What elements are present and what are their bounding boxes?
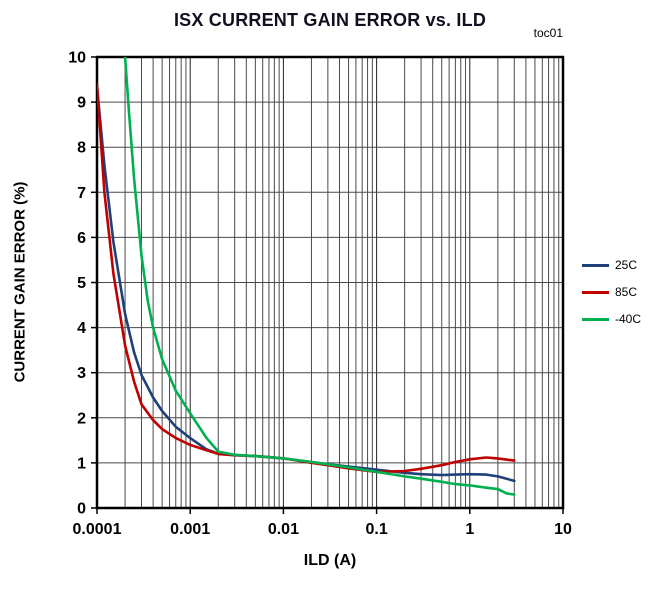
legend-item--40C: -40C <box>582 312 641 326</box>
y-tick-label: 7 <box>77 185 86 202</box>
legend: 25C 85C -40C <box>582 258 641 326</box>
y-tick-label: 1 <box>77 455 86 472</box>
legend-label: 25C <box>615 258 638 272</box>
x-tick-label: 10 <box>554 521 572 538</box>
x-tick-label: 0.0001 <box>73 521 122 538</box>
chart-title: ISX CURRENT GAIN ERROR vs. ILD <box>173 10 487 30</box>
legend-swatch--40C <box>582 317 609 321</box>
series-line-25C <box>97 85 516 483</box>
legend-item-85C: 85C <box>582 285 641 299</box>
y-tick-label: 6 <box>77 230 86 247</box>
legend-label: -40C <box>615 312 642 326</box>
x-tick-label: 1 <box>465 521 474 538</box>
chart-annotation: toc01 <box>533 26 563 40</box>
y-tick-label: 2 <box>77 410 86 427</box>
x-axis-title: ILD (A) <box>303 552 357 569</box>
y-tick-label: 9 <box>77 95 86 112</box>
legend-swatch-25C <box>582 263 609 267</box>
y-tick-label: 5 <box>77 275 86 292</box>
legend-label: 85C <box>615 285 638 299</box>
series-line--40C <box>123 57 516 496</box>
y-axis-title: CURRENT GAIN ERROR (%) <box>11 181 29 383</box>
series-line-85C <box>97 82 516 474</box>
legend-swatch-85C <box>582 290 609 294</box>
y-tick-label: 8 <box>77 140 86 157</box>
x-tick-label: 0.01 <box>268 521 299 538</box>
y-tick-label: 0 <box>77 501 86 518</box>
legend-item-25C: 25C <box>582 258 641 272</box>
y-tick-label: 10 <box>68 50 86 67</box>
y-tick-label: 4 <box>77 320 86 337</box>
x-tick-label: 0.001 <box>170 521 210 538</box>
x-tick-label: 0.1 <box>365 521 387 538</box>
y-tick-label: 3 <box>77 365 86 382</box>
